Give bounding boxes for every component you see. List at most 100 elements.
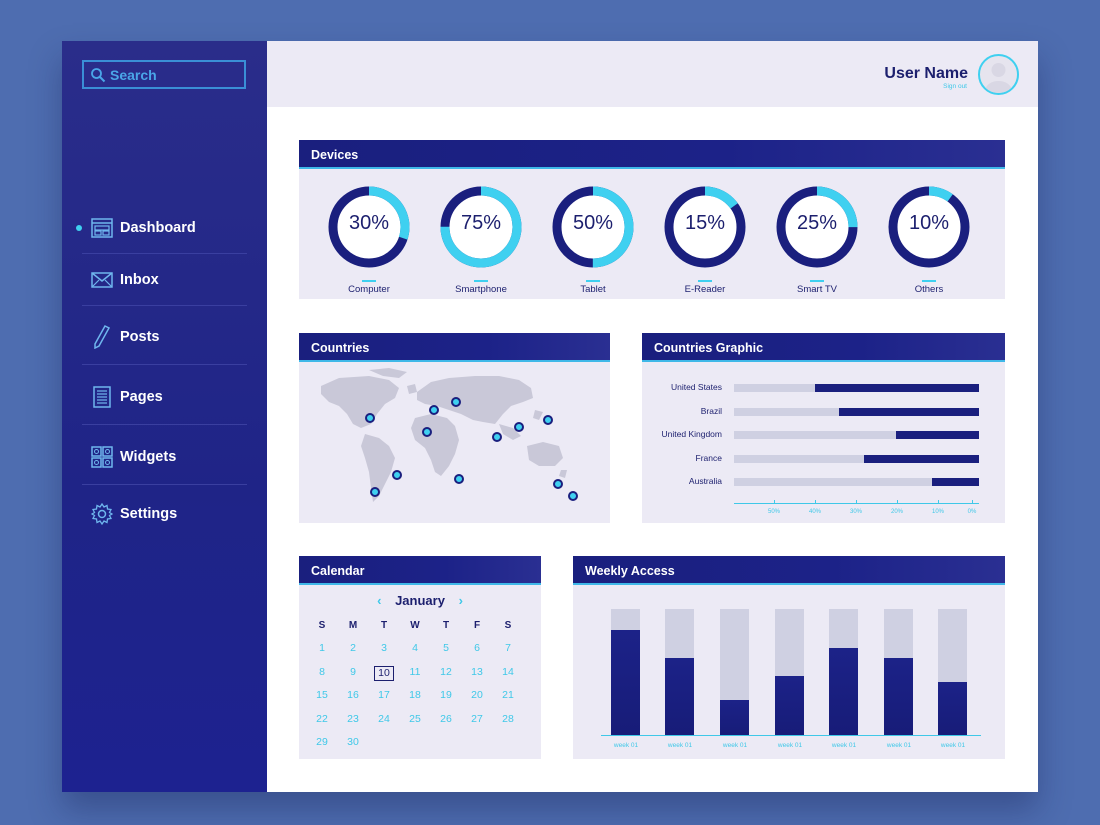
next-month-button[interactable]: › [458, 593, 463, 608]
calendar-day[interactable]: 4 [412, 642, 418, 654]
axis-tick-label: 0% [967, 509, 977, 515]
donut-underline [586, 280, 600, 282]
calendar-day[interactable]: 3 [381, 642, 387, 654]
sidebar-item-settings[interactable]: Settings [82, 488, 247, 540]
donut-fill [440, 186, 522, 268]
calendar-day[interactable]: 6 [474, 642, 480, 654]
calendar-day[interactable]: 28 [502, 712, 514, 725]
calendar-day[interactable]: 8 [319, 665, 325, 678]
calendar-day[interactable]: 22 [316, 712, 328, 725]
country-bar-fill [814, 384, 979, 392]
axis-tick [774, 500, 775, 504]
calendar-day[interactable]: 30 [347, 736, 359, 748]
calendar-day[interactable]: 26 [440, 712, 452, 725]
country-bar-fill [932, 478, 979, 486]
donut-ring [888, 186, 970, 268]
calendar-day[interactable]: 18 [409, 689, 421, 701]
calendar-day[interactable]: 23 [347, 712, 359, 725]
country-label: France [695, 452, 722, 463]
donut-ring [552, 186, 634, 268]
calendar-day[interactable]: 9 [350, 665, 356, 678]
donut-fill [664, 186, 746, 268]
sidebar-item-posts[interactable]: Posts [82, 310, 247, 365]
axis-tick-label: 50% [767, 509, 780, 515]
countries-title: Countries [299, 333, 610, 362]
weekly-bar-label: week 01 [886, 742, 912, 749]
weekly-bar-label: week 01 [831, 742, 857, 749]
weekly-bar-fill [829, 648, 858, 735]
weekly-bar-fill [775, 675, 804, 735]
country-bar-row: Brazil [650, 406, 990, 418]
sidebar-item-inbox[interactable]: Inbox [82, 254, 247, 306]
user-name[interactable]: User Name [884, 65, 968, 82]
calendar-day[interactable]: 24 [378, 712, 390, 725]
axis-tick-label: 30% [849, 509, 862, 515]
weekly-bar-fill [884, 658, 913, 735]
country-bar-track [734, 478, 979, 486]
countries-graphic-panel: Countries Graphic United States Brazil Uni… [642, 333, 1005, 523]
calendar-day[interactable]: 13 [471, 665, 483, 678]
calendar-day[interactable]: 11 [409, 665, 421, 678]
weekday-label: F [473, 620, 481, 631]
weekly-bar [720, 609, 749, 735]
donut-label: Tablet [580, 284, 606, 295]
calendar-day[interactable]: 1 [319, 642, 325, 654]
donut-value: 15% [684, 212, 726, 234]
donut-fill [328, 186, 410, 268]
country-bar-track [734, 431, 979, 439]
device-donut: 15% E-Reader [663, 185, 747, 295]
donut-underline [474, 280, 488, 282]
search-input[interactable]: Search [82, 60, 246, 89]
country-bar-fill [839, 407, 979, 416]
calendar-day[interactable]: 16 [347, 689, 359, 701]
countries-graphic-title: Countries Graphic [642, 333, 1005, 362]
calendar-panel: Calendar ‹ January › S M T W T F S 1 2 3 4 5 6 7 8 9 10 1… [299, 556, 541, 759]
weekly-bar-fill [611, 630, 640, 735]
axis-tick [897, 500, 898, 504]
donut-fill [776, 186, 858, 268]
calendar-day[interactable]: 15 [316, 689, 328, 701]
country-label: United States [670, 382, 722, 392]
avatar[interactable] [978, 54, 1019, 95]
search-icon [91, 67, 106, 82]
calendar-day[interactable]: 25 [409, 712, 421, 725]
calendar-day[interactable]: 27 [471, 712, 483, 725]
donut-ring [664, 186, 746, 268]
calendar-day[interactable]: 21 [502, 689, 514, 701]
prev-month-button[interactable]: ‹ [377, 593, 382, 608]
weekly-bar [884, 609, 913, 735]
sidebar-item-pages[interactable]: Pages [82, 369, 247, 425]
weekly-bar-label: week 01 [777, 742, 803, 749]
donut-value: 50% [572, 212, 614, 234]
weekday-label: T [380, 620, 388, 631]
country-bar-row: United States [650, 382, 990, 394]
calendar-day-today[interactable]: 10 [374, 665, 394, 681]
calendar-day[interactable]: 29 [316, 736, 328, 748]
calendar-day[interactable]: 19 [440, 689, 452, 701]
weekly-bar-label: week 01 [667, 742, 693, 749]
calendar-day[interactable]: 20 [471, 689, 483, 701]
active-indicator [76, 224, 82, 231]
calendar-day[interactable]: 14 [502, 665, 514, 678]
sign-out-link[interactable]: Sign out [943, 83, 967, 90]
donut-label: Smartphone [455, 284, 507, 295]
calendar-day[interactable]: 5 [443, 642, 449, 654]
donut-ring [328, 186, 410, 268]
calendar-day[interactable]: 7 [505, 642, 511, 654]
sidebar-item-label: Posts [120, 329, 160, 345]
country-bar-row: France [650, 453, 990, 465]
weekly-bar-label: week 01 [722, 742, 748, 749]
devices-title: Devices [299, 140, 1005, 169]
main-content: User Name Sign out Devices 30% Computer 75… [267, 41, 1038, 792]
calendar-day[interactable]: 2 [350, 642, 356, 654]
world-map [321, 368, 578, 502]
donut-label: Computer [348, 284, 390, 295]
sidebar-item-dashboard[interactable]: Dashboard [76, 202, 247, 254]
weekday-label: W [410, 620, 420, 631]
grid-icon [90, 445, 114, 469]
calendar-day[interactable]: 17 [378, 689, 390, 701]
calendar-day[interactable]: 12 [440, 665, 452, 678]
sidebar-item-widgets[interactable]: Widgets [82, 429, 247, 485]
donut-underline [922, 280, 936, 282]
weekly-bar [938, 609, 967, 735]
